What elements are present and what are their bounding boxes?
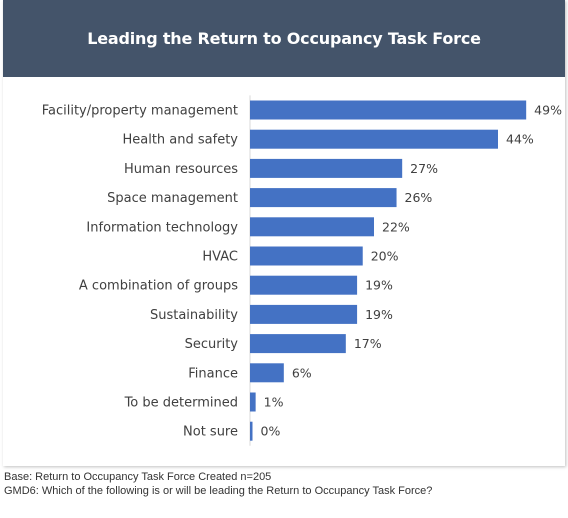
bar bbox=[250, 334, 346, 354]
bar bbox=[250, 217, 374, 237]
question-note: GMD6: Which of the following is or will … bbox=[4, 485, 433, 497]
category-label: A combination of groups bbox=[79, 279, 238, 294]
value-label: 44% bbox=[506, 132, 534, 147]
category-label: Finance bbox=[188, 366, 238, 381]
value-label: 49% bbox=[534, 103, 562, 118]
chart-title: Leading the Return to Occupancy Task For… bbox=[87, 29, 481, 48]
value-label: 6% bbox=[292, 365, 312, 380]
category-label: Health and safety bbox=[122, 133, 238, 148]
category-label: HVAC bbox=[202, 250, 238, 265]
bar-chart: Facility/property management 49% Health an… bbox=[42, 95, 562, 446]
value-label: 0% bbox=[261, 424, 281, 439]
bar bbox=[250, 246, 363, 266]
value-label: 19% bbox=[365, 278, 393, 293]
value-label: 22% bbox=[382, 219, 410, 234]
value-label: 17% bbox=[354, 336, 382, 351]
category-label: Information technology bbox=[86, 220, 238, 235]
chart-footer: Base: Return to Occupancy Task Force Cre… bbox=[4, 470, 564, 498]
category-label: Space management bbox=[107, 191, 238, 206]
value-label: 26% bbox=[405, 190, 433, 205]
category-label: Human resources bbox=[124, 162, 238, 177]
bar bbox=[250, 304, 358, 324]
bar bbox=[250, 158, 403, 178]
base-note: Base: Return to Occupancy Task Force Cre… bbox=[4, 471, 272, 483]
bar bbox=[250, 392, 256, 412]
bar bbox=[250, 421, 253, 441]
category-label: Facility/property management bbox=[42, 104, 238, 119]
value-label: 1% bbox=[264, 395, 284, 410]
chart-card: Leading the Return to Occupancy Task For… bbox=[3, 0, 565, 466]
bar bbox=[250, 188, 397, 208]
category-label: Not sure bbox=[183, 425, 238, 440]
category-label: Security bbox=[185, 337, 239, 352]
bar bbox=[250, 363, 284, 383]
value-label: 19% bbox=[365, 307, 393, 322]
value-label: 27% bbox=[410, 161, 438, 176]
bar bbox=[250, 100, 527, 120]
chart-header: Leading the Return to Occupancy Task For… bbox=[3, 0, 565, 77]
bar bbox=[250, 275, 358, 295]
category-label: To be determined bbox=[124, 396, 238, 411]
value-label: 20% bbox=[371, 249, 399, 264]
bar bbox=[250, 129, 498, 149]
category-label: Sustainability bbox=[150, 308, 238, 323]
